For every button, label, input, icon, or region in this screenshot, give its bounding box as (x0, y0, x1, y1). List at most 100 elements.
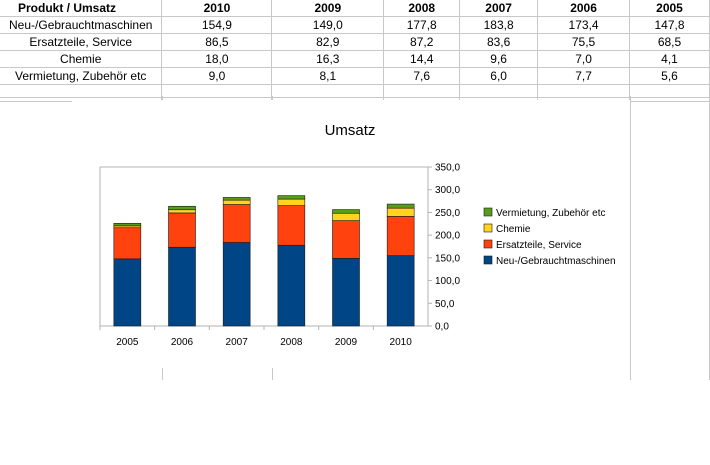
bar-segment-2007-s3 (222, 197, 251, 201)
value-cell[interactable]: 18,0 (161, 50, 273, 68)
value-cell[interactable]: 5,6 (629, 67, 710, 85)
y-tick-label: 200,0 (435, 231, 460, 242)
value-cell[interactable]: 7,6 (383, 67, 461, 85)
value-cell[interactable]: 68,5 (629, 33, 710, 51)
bar-segment-2005-s1 (113, 227, 142, 260)
empty-cell[interactable] (629, 84, 710, 102)
value-cell[interactable]: 183,8 (459, 16, 539, 34)
bar-segment-2007-s0 (222, 242, 251, 327)
grid-line (630, 96, 631, 380)
value-cell[interactable]: 75,5 (537, 33, 631, 51)
umsatz-chart: Umsatz 0,0 50,0 100,0 150,0 200,0 250,0 300,0 35… (99, 122, 616, 348)
legend-label: Ersatzteile, Service (496, 240, 582, 251)
empty-cell[interactable] (0, 84, 163, 102)
bar-segment-2007-s2 (222, 199, 251, 205)
bar-segment-2008-s2 (277, 198, 306, 206)
x-tick-label: 2008 (280, 337, 303, 348)
chart-object[interactable]: Umsatz 0,0 50,0 100,0 150,0 200,0 250,0 300,0 35… (72, 100, 630, 368)
bar-segment-2008-s3 (277, 195, 306, 200)
bar-segment-2006-s0 (168, 246, 196, 327)
chart-title: Umsatz (325, 122, 376, 139)
bar-segment-2009-s2 (332, 212, 360, 221)
value-cell[interactable]: 6,0 (459, 67, 539, 85)
legend-label: Vermietung, Zubehör etc (496, 208, 606, 219)
y-tick-label: 250,0 (435, 208, 460, 219)
bar-segment-2008-s0 (277, 244, 306, 327)
bar-segment-2005-s0 (113, 258, 142, 327)
row-label-cell[interactable]: Vermietung, Zubehör etc (0, 67, 163, 85)
value-cell[interactable]: 86,5 (161, 33, 273, 51)
value-cell[interactable]: 82,9 (271, 33, 385, 51)
x-tick-label: 2006 (171, 337, 194, 348)
bar-segment-2006-s1 (168, 212, 196, 248)
bar-segment-2005-s3 (113, 223, 142, 227)
y-tick-label: 350,0 (435, 163, 460, 174)
row-label-cell[interactable]: Ersatzteile, Service (0, 33, 163, 51)
header-cell-year[interactable]: 2009 (271, 0, 385, 17)
value-cell[interactable]: 173,4 (537, 16, 631, 34)
empty-row (0, 84, 710, 102)
empty-cell[interactable] (537, 84, 631, 102)
x-tick-label: 2009 (335, 337, 358, 348)
value-cell[interactable]: 154,9 (161, 16, 273, 34)
header-cell-product[interactable]: Produkt / Umsatz (0, 0, 163, 17)
value-cell[interactable]: 9,6 (459, 50, 539, 68)
y-tick-label: 150,0 (435, 253, 460, 264)
table-row: Neu-/Gebrauchtmaschinen 154,9 149,0 177,8 18… (0, 16, 710, 34)
y-tick-label: 300,0 (435, 185, 460, 196)
bar-segment-2010-s0 (386, 255, 415, 327)
bar-segment-2006-s2 (168, 209, 196, 214)
value-cell[interactable]: 149,0 (271, 16, 385, 34)
value-cell[interactable]: 8,1 (271, 67, 385, 85)
header-cell-year[interactable]: 2007 (459, 0, 539, 17)
bar-segment-2007-s1 (222, 204, 251, 243)
value-cell[interactable]: 87,2 (383, 33, 461, 51)
value-cell[interactable]: 16,3 (271, 50, 385, 68)
legend-label: Neu-/Gebrauchtmaschinen (496, 256, 616, 267)
empty-cell[interactable] (383, 84, 461, 102)
legend-swatch (483, 223, 493, 233)
bar-segment-2008-s1 (277, 205, 306, 246)
bar-segment-2010-s3 (386, 203, 415, 209)
legend-swatch (483, 239, 493, 249)
y-tick-label: 100,0 (435, 276, 460, 287)
header-cell-year[interactable]: 2008 (383, 0, 461, 17)
bar-segment-2009-s0 (332, 258, 360, 327)
header-cell-year[interactable]: 2010 (161, 0, 273, 17)
bar-segment-2010-s1 (386, 216, 415, 256)
table-row: Chemie 18,0 16,3 14,4 9,6 7,0 4,1 (0, 50, 710, 68)
grid-line (0, 97, 710, 98)
bar-segment-2006-s3 (168, 205, 196, 211)
empty-cell[interactable] (459, 84, 539, 102)
legend-swatch (483, 255, 493, 265)
x-tick-label: 2010 (390, 337, 413, 348)
legend-label: Chemie (496, 224, 531, 235)
value-cell[interactable]: 177,8 (383, 16, 461, 34)
bar-segment-2009-s1 (332, 220, 360, 259)
row-label-cell[interactable]: Chemie (0, 50, 163, 68)
empty-cell[interactable] (161, 84, 273, 102)
value-cell[interactable]: 4,1 (629, 50, 710, 68)
bar-segment-2010-s2 (386, 207, 415, 217)
spreadsheet-grid[interactable]: Produkt / Umsatz 2010 2009 2008 2007 2006 2005… (0, 0, 710, 380)
value-cell[interactable]: 9,0 (161, 67, 273, 85)
value-cell[interactable]: 83,6 (459, 33, 539, 51)
row-label-cell[interactable]: Neu-/Gebrauchtmaschinen (0, 16, 163, 34)
x-tick-label: 2007 (226, 337, 249, 348)
y-tick-label: 0,0 (435, 322, 449, 333)
value-cell[interactable]: 7,7 (537, 67, 631, 85)
table-row: Vermietung, Zubehör etc 9,0 8,1 7,6 6,0 7,7 5,… (0, 67, 710, 85)
y-tick-label: 50,0 (435, 299, 455, 310)
empty-cell[interactable] (271, 84, 385, 102)
table-header-row: Produkt / Umsatz 2010 2009 2008 2007 2006 2005 (0, 0, 710, 17)
x-tick-label: 2005 (116, 337, 139, 348)
header-cell-year[interactable]: 2005 (629, 0, 710, 17)
table-row: Ersatzteile, Service 86,5 82,9 87,2 83,6 75,5… (0, 33, 710, 51)
data-table: Produkt / Umsatz 2010 2009 2008 2007 2006 2005… (0, 0, 710, 102)
value-cell[interactable]: 7,0 (537, 50, 631, 68)
value-cell[interactable]: 147,8 (629, 16, 710, 34)
legend-swatch (483, 207, 493, 217)
header-cell-year[interactable]: 2006 (537, 0, 631, 17)
bar-segment-2009-s3 (332, 209, 360, 214)
value-cell[interactable]: 14,4 (383, 50, 461, 68)
